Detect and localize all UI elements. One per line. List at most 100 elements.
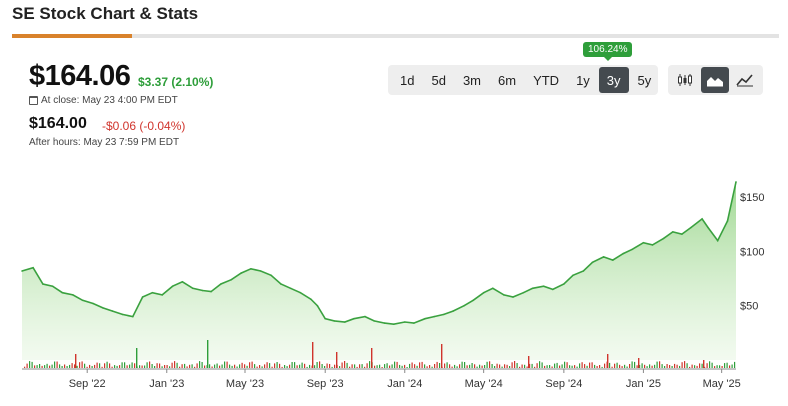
- volume-bar: [534, 366, 536, 368]
- price-point: [602, 256, 605, 258]
- volume-bar: [179, 366, 181, 368]
- volume-bar: [484, 365, 486, 368]
- volume-bar: [379, 364, 381, 368]
- volume-bar: [629, 364, 631, 368]
- volume-bar: [616, 362, 618, 368]
- volume-bar: [721, 366, 723, 368]
- volume-bar: [296, 365, 298, 368]
- card-accent-bar: [12, 34, 132, 38]
- volume-bar: [34, 365, 36, 368]
- volume-bar: [611, 366, 613, 368]
- volume-bar: [171, 362, 173, 368]
- volume-bar: [184, 363, 186, 368]
- volume-bar: [349, 366, 351, 368]
- volume-bar: [561, 364, 563, 368]
- range-button-5y[interactable]: 5y: [637, 72, 652, 88]
- volume-bar: [126, 365, 128, 368]
- volume-bar: [544, 365, 546, 368]
- volume-bar: [286, 366, 288, 368]
- after-hours-price: $164.00: [29, 115, 87, 132]
- range-button-1y[interactable]: 1y: [576, 72, 590, 88]
- volume-bar: [361, 364, 363, 368]
- volume-bar: [309, 364, 311, 368]
- price-point: [270, 274, 272, 277]
- volume-bar: [426, 366, 428, 368]
- volume-spike: [75, 354, 77, 368]
- volume-bar: [516, 363, 518, 368]
- price-point: [259, 270, 262, 272]
- volume-bar: [254, 364, 256, 368]
- price-point: [503, 294, 505, 296]
- volume-bar: [391, 364, 393, 368]
- price-point: [316, 304, 319, 307]
- price-line: [21, 181, 737, 326]
- volume-bar: [419, 362, 421, 368]
- price-point: [324, 317, 327, 320]
- volume-spike: [703, 360, 705, 368]
- price-point: [492, 287, 494, 290]
- volume-bar: [621, 366, 623, 368]
- calendar-icon: [29, 96, 38, 105]
- volume-bar: [124, 362, 126, 368]
- volume-bar: [574, 365, 576, 368]
- volume-bar: [506, 364, 508, 368]
- area-chart-button[interactable]: [701, 67, 729, 93]
- volume-bar: [496, 363, 498, 368]
- close-time: At close: May 23 4:00 PM EDT: [29, 95, 178, 106]
- volume-bar: [454, 364, 456, 368]
- volume-bar: [469, 364, 471, 368]
- volume-bar: [489, 361, 491, 368]
- volume-bar: [351, 364, 353, 368]
- volume-bar: [669, 365, 671, 368]
- volume-bar: [91, 366, 93, 368]
- volume-bar: [651, 365, 653, 368]
- volume-bar: [401, 365, 403, 368]
- volume-bar: [686, 363, 688, 368]
- range-button-5d[interactable]: 5d: [431, 72, 446, 88]
- chart-type-selector: [668, 65, 763, 95]
- volume-bar: [41, 365, 43, 368]
- volume-bar: [579, 363, 581, 368]
- candlestick-chart-button[interactable]: [671, 67, 699, 93]
- price-point: [522, 291, 525, 294]
- price-chart[interactable]: $150 $100 $50 Sep '22 Jan '23 May '23 Sep '23 J…: [0, 160, 788, 406]
- range-button-6m[interactable]: 6m: [498, 72, 517, 88]
- price-point: [42, 283, 44, 285]
- price-point: [51, 285, 54, 287]
- price-point: [690, 226, 692, 229]
- volume-bar: [56, 361, 58, 368]
- volume-bar: [276, 362, 278, 368]
- volume-bar: [144, 365, 146, 368]
- volume-bar: [244, 364, 246, 368]
- price-point: [230, 278, 233, 281]
- volume-bar: [146, 362, 148, 368]
- volume-bar: [576, 366, 578, 368]
- volume-bar: [314, 365, 316, 368]
- volume-bar: [456, 366, 458, 368]
- range-button-3y[interactable]: 3y: [598, 67, 629, 93]
- range-button-3m[interactable]: 3m: [462, 72, 481, 88]
- volume-bar: [129, 364, 131, 368]
- volume-bar: [706, 363, 708, 368]
- volume-bar: [274, 363, 276, 368]
- volume-bar: [306, 366, 308, 368]
- current-price: $164.06: [29, 60, 131, 92]
- volume-bar: [154, 366, 156, 368]
- volume-bar: [246, 365, 248, 368]
- range-button-ytd[interactable]: YTD: [533, 72, 560, 88]
- volume-spike: [207, 340, 209, 368]
- volume-spike: [136, 348, 138, 368]
- volume-bar: [24, 366, 26, 368]
- line-chart-button[interactable]: [731, 67, 759, 93]
- volume-bar: [451, 366, 453, 368]
- volume-bar: [439, 363, 441, 368]
- volume-bar: [341, 362, 343, 368]
- volume-bar: [719, 365, 721, 368]
- price-point: [289, 287, 292, 290]
- price-point: [210, 290, 212, 293]
- volume-bar: [704, 366, 706, 368]
- price-point: [631, 248, 634, 251]
- range-button-1d[interactable]: 1d: [400, 72, 415, 88]
- volume-bar: [66, 366, 68, 368]
- price-point: [612, 259, 614, 261]
